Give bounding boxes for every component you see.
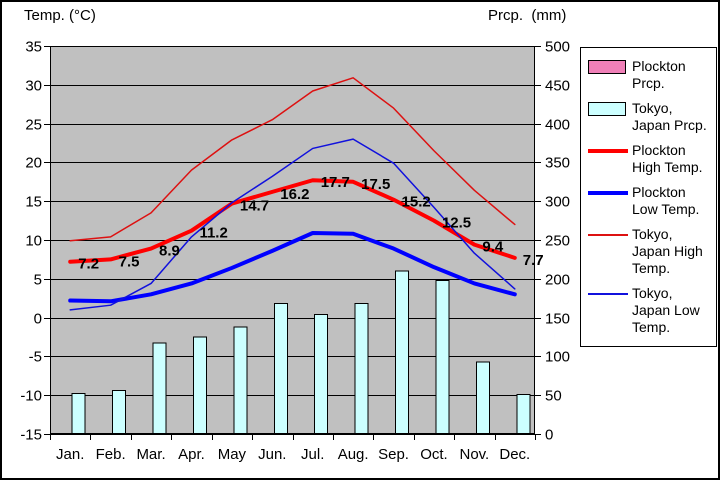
data-label: 11.2: [199, 225, 227, 242]
month-label: Dec.: [499, 446, 530, 463]
legend-swatch-color: [588, 149, 628, 153]
precip-bar: [273, 303, 288, 435]
precip-bar: [435, 279, 450, 435]
prcp-axis-tick-label: 500: [545, 39, 570, 56]
prcp-axis-tick-label: 0: [545, 427, 553, 444]
prcp-axis-tick-label: 250: [545, 233, 570, 250]
legend-swatch-color: [588, 293, 628, 295]
legend-item: Plockton Prcp.: [588, 58, 712, 92]
prcp-axis-title: Prcp. (mm): [488, 7, 567, 24]
data-label: 8.9: [159, 243, 180, 260]
month-label: Jul.: [301, 446, 324, 463]
precip-bar: [314, 313, 329, 435]
legend-swatch-color: [588, 60, 626, 74]
legend-swatch-color: [588, 102, 626, 116]
legend-box: Plockton Prcp. Tokyo, Japan Prcp. Plockton…: [580, 47, 717, 347]
legend-item: Plockton Low Temp.: [588, 184, 712, 218]
legend-item: Tokyo, Japan High Temp.: [588, 226, 712, 277]
legend-item: Tokyo, Japan Prcp.: [588, 100, 712, 134]
prcp-axis-tick-label: 450: [545, 78, 570, 95]
temp-axis-tick-label: 35: [25, 39, 42, 56]
temp-axis-tick-label: -15: [20, 427, 42, 444]
data-label: 7.7: [523, 252, 544, 269]
month-label: Oct.: [420, 446, 448, 463]
temp-axis-tick-label: 0: [34, 311, 42, 328]
prcp-axis-tick-label: 300: [545, 194, 570, 211]
temp-axis-tick-label: 25: [25, 117, 42, 134]
month-label: Apr.: [178, 446, 205, 463]
prcp-axis-tick-label: 400: [545, 117, 570, 134]
data-label: 17.7: [321, 174, 350, 191]
legend-swatch-color: [588, 191, 628, 195]
prcp-axis-tick-label: 100: [545, 349, 570, 366]
prcp-axis-tick-label: 200: [545, 272, 570, 289]
month-label: Aug.: [338, 446, 369, 463]
legend-line-swatch: [588, 142, 628, 153]
precip-bar: [152, 342, 167, 435]
precip-bar: [395, 270, 410, 435]
temp-axis-tick-label: 20: [25, 155, 42, 172]
month-label: Jan.: [56, 446, 84, 463]
prcp-axis-tick-label: 350: [545, 155, 570, 172]
legend-item-label: Plockton Low Temp.: [632, 184, 700, 217]
precip-bar: [71, 393, 86, 435]
temp-axis-tick-label: 5: [34, 272, 42, 289]
legend-swatch-color: [588, 234, 628, 236]
precip-bar: [112, 390, 127, 435]
month-label: Sep.: [378, 446, 409, 463]
temp-line: [69, 77, 516, 242]
temp-axis-tick-label: 10: [25, 233, 42, 250]
temp-axis-tick-label: -5: [29, 349, 42, 366]
temp-line: [68, 178, 517, 264]
temp-line: [69, 138, 516, 311]
data-label: 14.7: [240, 198, 269, 215]
data-label: 9.4: [482, 239, 504, 256]
precip-bar: [475, 361, 490, 435]
legend-bar-swatch: [588, 58, 628, 74]
month-label: Nov.: [460, 446, 490, 463]
temp-axis-tick-label: 30: [25, 78, 42, 95]
precip-bar: [354, 303, 369, 435]
temp-line: [68, 231, 517, 304]
data-label: 7.5: [119, 253, 140, 270]
month-label: Feb.: [96, 446, 126, 463]
data-label: 12.5: [442, 215, 471, 232]
legend-line-swatch: [588, 226, 628, 236]
legend-item-label: Tokyo, Japan Prcp.: [632, 100, 707, 133]
legend-line-swatch: [588, 285, 628, 295]
precip-bar: [233, 326, 248, 435]
legend-item: Plockton High Temp.: [588, 142, 712, 176]
prcp-axis-tick-label: 50: [545, 388, 562, 405]
precip-bar: [516, 393, 531, 435]
month-label: May: [218, 446, 247, 463]
data-label: 15.2: [402, 194, 431, 211]
legend-item-label: Tokyo, Japan High Temp.: [632, 226, 703, 276]
legend-item-label: Plockton High Temp.: [632, 142, 703, 175]
temp-axis-tick-label: -10: [20, 388, 42, 405]
legend-item-label: Plockton Prcp.: [632, 58, 686, 91]
temp-axis-title: Temp. (°C): [24, 7, 96, 24]
month-label: Jun.: [258, 446, 286, 463]
precip-bar: [192, 336, 207, 435]
prcp-axis-tick-label: 150: [545, 311, 570, 328]
legend-line-swatch: [588, 184, 628, 195]
data-label: 7.2: [78, 256, 99, 273]
legend-bar-swatch: [588, 100, 628, 116]
legend-item: Tokyo, Japan Low Temp.: [588, 285, 712, 336]
data-label: 16.2: [280, 186, 309, 203]
legend-item-label: Tokyo, Japan Low Temp.: [632, 285, 700, 335]
temp-axis-tick-label: 15: [25, 194, 42, 211]
month-label: Mar.: [136, 446, 165, 463]
plot-border: [50, 46, 535, 434]
data-label: 17.5: [361, 176, 390, 193]
